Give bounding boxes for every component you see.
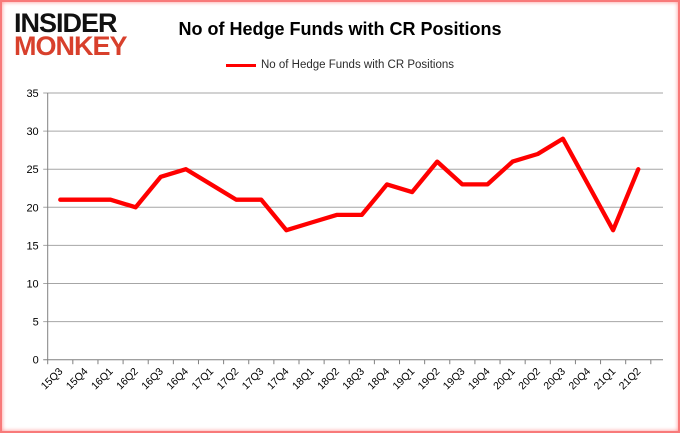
x-tick-label: 17Q2 [215,366,242,393]
y-tick-label: 20 [26,202,38,214]
logo-line2: MONKEY [14,31,128,61]
x-tick-label: 15Q4 [64,366,91,393]
chart-title: No of Hedge Funds with CR Positions [178,19,502,39]
y-tick-label: 25 [26,164,38,176]
x-tick-label: 20Q2 [516,366,543,393]
x-tick-label: 19Q3 [441,366,468,393]
insider-monkey-logo: INSIDER MONKEY [14,8,128,61]
x-tick-label: 19Q1 [391,366,418,393]
x-tick-label: 19Q4 [466,366,493,393]
logo-line1: INSIDER [14,8,118,38]
x-tick-label: 16Q2 [114,366,141,393]
x-tick-label: 21Q1 [592,366,619,393]
x-tick-label: 20Q3 [541,366,568,393]
y-tick-label: 0 [33,355,39,367]
x-tick-label: 15Q3 [39,366,66,393]
x-tick-label: 18Q3 [340,366,367,393]
x-tick-label: 20Q4 [566,366,593,393]
x-tick-label: 18Q2 [315,366,342,393]
y-tick-label: 10 [26,279,38,291]
x-tick-label: 19Q2 [416,366,443,393]
x-tick-label: 18Q4 [365,366,392,393]
legend: No of Hedge Funds with CR Positions [2,59,678,71]
x-tick-label: 18Q1 [290,366,317,393]
x-tick-label: 17Q3 [240,366,267,393]
x-tick-label: 17Q4 [265,366,292,393]
legend-label: No of Hedge Funds with CR Positions [260,59,455,71]
x-tick-label: 21Q2 [617,366,644,393]
y-tick-label: 5 [33,317,39,329]
x-tick-label: 20Q1 [491,366,518,393]
y-tick-label: 35 [26,88,38,100]
x-tick-label: 17Q1 [190,366,217,393]
y-tick-label: 15 [26,240,38,252]
x-tick-label: 16Q1 [89,366,116,393]
legend-line-swatch [225,63,256,67]
series-line [58,136,641,233]
x-tick-label: 16Q3 [139,366,166,393]
y-tick-label: 30 [26,126,38,138]
x-tick-label: 16Q4 [164,366,191,393]
